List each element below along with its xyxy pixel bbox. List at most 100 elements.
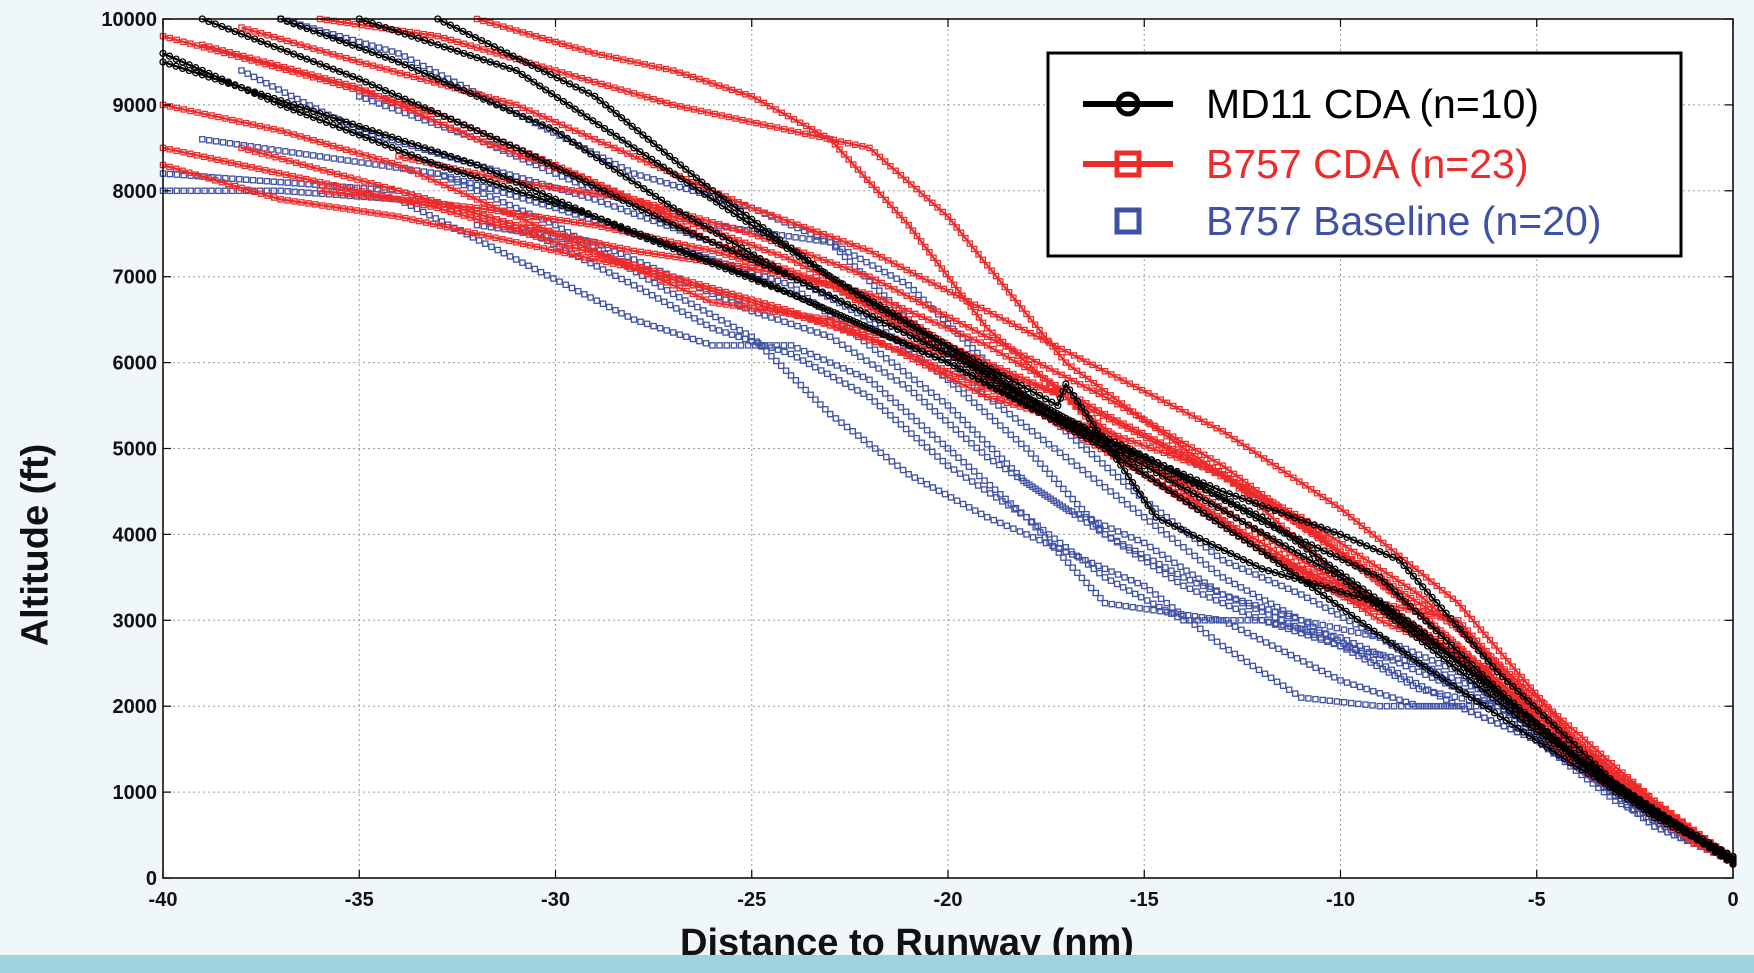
- data-point: [1358, 624, 1365, 631]
- data-point: [1271, 579, 1279, 587]
- data-point: [959, 416, 966, 424]
- data-point: [1595, 784, 1602, 792]
- data-point: [1300, 658, 1307, 665]
- data-point: [905, 282, 912, 289]
- data-point: [302, 151, 310, 158]
- data-point: [1261, 597, 1269, 604]
- data-point: [1239, 608, 1246, 615]
- data-point: [473, 136, 481, 143]
- data-point: [1430, 689, 1438, 697]
- data-point: [358, 188, 365, 195]
- data-point: [1252, 571, 1259, 578]
- data-point: [1265, 576, 1272, 584]
- data-point: [897, 421, 905, 428]
- data-point: [1213, 552, 1221, 560]
- data-point: [1069, 495, 1076, 503]
- data-point: [685, 311, 692, 319]
- data-point: [284, 179, 291, 186]
- data-point: [1401, 656, 1408, 664]
- data-point: [1324, 638, 1331, 646]
- data-point: [1006, 410, 1013, 418]
- data-point: [486, 193, 494, 200]
- data-point: [983, 393, 991, 401]
- data-point: [1101, 531, 1109, 538]
- data-point: [826, 359, 834, 366]
- data-point: [986, 413, 994, 420]
- data-point: [1028, 428, 1036, 435]
- data-point: [1174, 570, 1181, 578]
- data-point: [730, 342, 738, 349]
- data-point: [1122, 602, 1130, 610]
- data-point: [929, 431, 936, 439]
- data-point: [918, 439, 926, 447]
- data-point: [905, 471, 912, 478]
- data-point: [1212, 616, 1220, 623]
- data-point: [955, 454, 962, 461]
- data-point: [715, 289, 723, 297]
- data-point: [1062, 505, 1070, 512]
- data-point: [1364, 627, 1371, 635]
- data-point: [724, 320, 731, 327]
- data-point: [413, 59, 421, 67]
- data-point: [1265, 619, 1272, 626]
- data-point: [871, 398, 878, 405]
- data-point: [1219, 599, 1227, 607]
- data-point: [973, 444, 981, 452]
- data-point: [1114, 571, 1122, 578]
- data-point: [460, 181, 468, 189]
- data-point: [205, 137, 213, 144]
- data-point: [263, 79, 270, 87]
- data-point: [1232, 562, 1240, 570]
- data-point: [1012, 504, 1020, 512]
- data-point: [768, 344, 775, 351]
- data-point: [545, 202, 553, 210]
- data-point: [1119, 543, 1127, 550]
- data-point: [558, 206, 566, 214]
- data-point: [480, 190, 487, 197]
- data-point: [883, 355, 890, 362]
- data-point: [876, 385, 884, 393]
- data-point: [736, 326, 743, 334]
- data-point: [447, 124, 455, 132]
- data-point: [1232, 605, 1240, 613]
- data-point: [960, 390, 967, 397]
- data-point: [1107, 488, 1114, 495]
- data-point: [1038, 489, 1045, 497]
- data-point: [781, 318, 788, 326]
- data-point: [934, 436, 941, 443]
- data-point: [1312, 664, 1319, 672]
- data-point: [1226, 602, 1233, 610]
- data-point: [208, 187, 215, 195]
- data-point: [1088, 516, 1096, 524]
- data-point: [1376, 651, 1384, 658]
- data-point: [1455, 702, 1462, 710]
- data-point: [1356, 552, 1364, 560]
- data-point: [1386, 571, 1393, 579]
- data-point: [916, 380, 924, 388]
- data-point: [1167, 451, 1174, 459]
- data-point: [860, 390, 867, 397]
- data-point: [581, 291, 588, 298]
- data-point: [782, 367, 790, 374]
- data-point: [1012, 436, 1020, 443]
- data-point: [618, 275, 625, 283]
- data-point: [558, 225, 565, 233]
- data-point: [926, 403, 933, 410]
- data-point: [931, 408, 939, 415]
- data-point: [682, 297, 689, 304]
- data-point: [1455, 677, 1462, 684]
- data-point: [899, 381, 906, 388]
- data-point: [921, 398, 928, 406]
- data-point: [1069, 508, 1076, 515]
- data-point: [1062, 548, 1070, 555]
- data-point: [1258, 574, 1266, 581]
- data-point: [1487, 717, 1495, 724]
- data-point: [473, 196, 481, 203]
- data-point: [1304, 632, 1312, 639]
- data-point: [298, 189, 305, 196]
- data-point: [1114, 473, 1122, 481]
- data-point: [656, 220, 664, 227]
- data-point: [486, 185, 494, 193]
- data-point: [697, 318, 704, 325]
- data-point: [362, 95, 370, 102]
